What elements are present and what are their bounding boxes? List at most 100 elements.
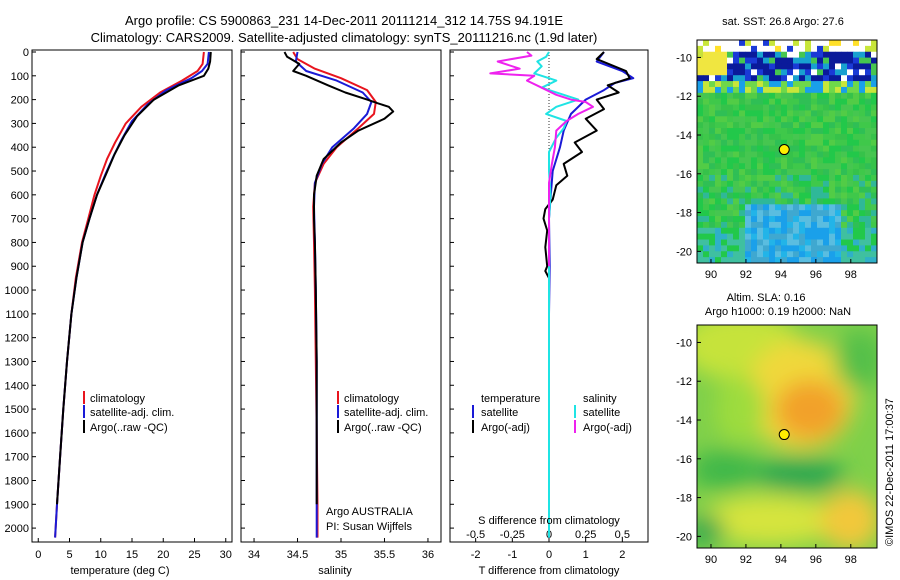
sst-cell <box>859 245 866 252</box>
sst-cell <box>823 145 830 152</box>
temperature-x-axis: 0 5 10 15 20 25 30 <box>35 538 232 561</box>
sst-cell <box>853 98 860 105</box>
sst-cell <box>751 233 758 240</box>
temperature-series <box>54 51 212 538</box>
sst-cell <box>787 128 794 135</box>
sst-cell <box>781 110 788 117</box>
sst-cell <box>727 216 734 223</box>
sst-cell <box>853 116 860 123</box>
sst-cell <box>787 174 794 182</box>
sst-cell <box>835 151 842 158</box>
sst-cell <box>841 57 848 64</box>
sst-cell <box>727 69 734 76</box>
sst-cell <box>703 86 710 94</box>
sst-cell <box>739 98 746 105</box>
sst-cell <box>715 151 722 158</box>
depth-tick-label: 1100 <box>5 309 29 321</box>
sst-cell <box>733 163 740 170</box>
sst-cell <box>775 75 782 82</box>
sla-latitude-axis: -10 -12 -14 -16 -18 -20 <box>676 337 701 543</box>
latitude-tick-label: -20 <box>676 246 692 258</box>
sst-cell <box>835 92 842 100</box>
sst-cell <box>805 145 812 152</box>
sst-cell <box>745 180 752 188</box>
sst-cell <box>847 139 854 147</box>
sst-cell <box>763 198 770 205</box>
sst-cell <box>829 57 836 64</box>
sst-cell <box>727 239 734 246</box>
sst-cell <box>733 151 740 158</box>
sst-cell <box>817 86 824 94</box>
sst-cell <box>871 63 878 70</box>
sst-cell <box>841 163 848 170</box>
sla-map-frame <box>696 324 878 549</box>
sst-cell <box>835 116 842 123</box>
sst-cell <box>751 86 758 94</box>
sst-cell <box>823 157 830 164</box>
sst-cell <box>823 57 830 64</box>
longitude-tick-label: 96 <box>810 554 822 566</box>
sst-cell <box>775 51 782 59</box>
sst-cell <box>727 75 734 82</box>
sst-cell <box>745 192 752 199</box>
sst-cell <box>775 40 782 47</box>
sst-cell <box>811 116 818 123</box>
salinity-difference-tick-label: 0.25 <box>575 529 596 541</box>
sst-cell <box>841 204 848 211</box>
sst-longitude-axis: 90 92 94 96 98 <box>705 259 857 281</box>
sst-cell <box>787 51 794 59</box>
sst-cell <box>709 210 716 217</box>
sst-cell <box>751 210 758 217</box>
sst-cell <box>865 75 872 82</box>
temperature-difference-tick-label: 1 <box>583 549 589 561</box>
sst-cell <box>871 45 878 53</box>
sst-cell <box>757 110 764 117</box>
sst-cell <box>787 198 794 205</box>
sst-cell <box>847 227 854 235</box>
sst-cell <box>769 204 776 211</box>
sst-cell <box>865 110 872 117</box>
sst-cell <box>817 63 824 70</box>
sst-cell <box>769 86 776 94</box>
sst-cell <box>847 75 854 82</box>
sst-cell <box>697 51 704 59</box>
temperature-difference-tick-label: -2 <box>471 549 481 561</box>
sst-cell <box>703 145 710 152</box>
sst-cell <box>775 92 782 100</box>
sst-cell <box>847 192 854 199</box>
latitude-tick-label: -20 <box>676 531 692 543</box>
sst-cell <box>763 157 770 164</box>
sst-cell <box>745 216 752 223</box>
sst-cell <box>865 86 872 94</box>
temperature-tick-label: 0 <box>35 549 41 561</box>
sst-cell <box>733 45 740 53</box>
sst-cell <box>721 227 728 235</box>
sst-cell <box>763 210 770 217</box>
sst-cell <box>721 63 728 70</box>
sst-latitude-axis: -10 -12 -14 -16 -18 -20 <box>676 52 701 258</box>
sst-cell <box>847 92 854 100</box>
sst-cell <box>709 122 716 129</box>
sst-cell <box>847 239 854 246</box>
sst-cell <box>769 81 776 88</box>
sst-cell <box>697 163 704 170</box>
sst-cell <box>841 86 848 94</box>
sst-cell <box>775 174 782 182</box>
sst-cell <box>751 204 758 211</box>
sst-cell <box>799 116 806 123</box>
sst-cell <box>793 122 800 129</box>
sst-cell <box>781 133 788 141</box>
sst-cell <box>739 198 746 205</box>
sst-cell <box>733 186 740 193</box>
sst-cell <box>835 51 842 59</box>
sst-cell <box>703 210 710 217</box>
sst-cell <box>799 51 806 59</box>
sst-cell <box>727 92 734 100</box>
sst-cell <box>739 75 746 82</box>
legend-argo-label: Argo(..raw -QC) <box>90 422 168 434</box>
sst-cell <box>727 139 734 147</box>
sst-cell <box>793 81 800 88</box>
depth-tick-label: 1000 <box>5 285 29 297</box>
sst-cell <box>787 251 794 258</box>
sst-cell <box>727 128 734 135</box>
